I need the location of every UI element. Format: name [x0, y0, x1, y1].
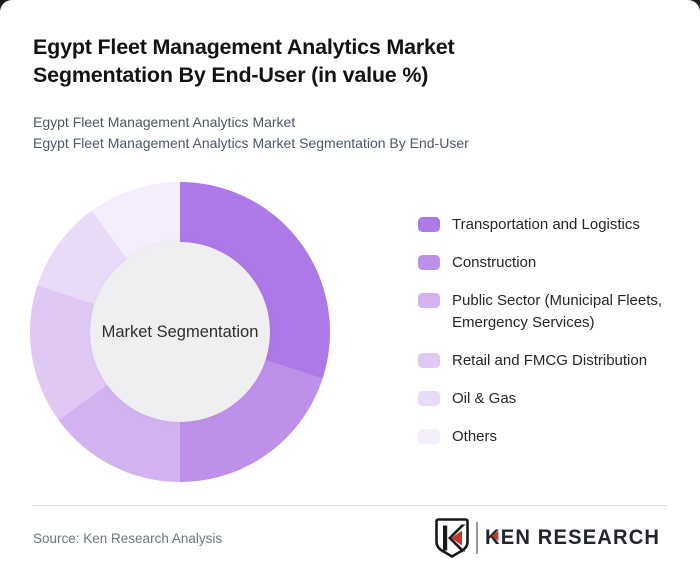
- logo-letter-k: K: [484, 526, 501, 549]
- donut-hole: Market Segmentation: [90, 242, 270, 422]
- legend-swatch-icon: [418, 293, 440, 308]
- subtitle-line-1: Egypt Fleet Management Analytics Market: [33, 114, 296, 130]
- logo-text-rest: EN RESEARCH: [500, 526, 660, 549]
- source-text: Source: Ken Research Analysis: [33, 530, 223, 546]
- donut-chart: Market Segmentation: [30, 182, 330, 482]
- legend-label: Transportation and Logistics: [452, 216, 640, 233]
- logo-divider: [475, 522, 478, 554]
- legend-swatch-icon: [418, 255, 440, 270]
- legend-label: Construction: [452, 254, 537, 271]
- legend-swatch-icon: [418, 429, 440, 444]
- donut-center-label: Market Segmentation: [101, 322, 259, 341]
- legend-label: Public Sector (Municipal Fleets, Emergen…: [452, 292, 663, 331]
- red-wedge-icon: [491, 531, 499, 541]
- legend-item: Public Sector (Municipal Fleets, Emergen…: [418, 290, 670, 334]
- legend-label: Oil & Gas: [452, 390, 517, 407]
- footer: Source: Ken Research Analysis K EN RESEAR…: [33, 505, 667, 558]
- red-wedge: [450, 530, 462, 546]
- chart-subtitle: Egypt Fleet Management Analytics Market …: [33, 112, 469, 154]
- legend-item: Others: [418, 426, 670, 448]
- page-title: Egypt Fleet Management Analytics Market …: [33, 35, 455, 87]
- legend: Transportation and Logistics Construction…: [418, 214, 670, 448]
- legend-item: Retail and FMCG Distribution: [418, 350, 670, 372]
- legend-swatch-icon: [418, 217, 440, 232]
- legend-label: Others: [452, 428, 498, 445]
- legend-label: Retail and FMCG Distribution: [452, 352, 648, 369]
- legend-item: Construction: [418, 252, 670, 274]
- ken-research-logo: K EN RESEARCH: [434, 518, 667, 558]
- legend-swatch-icon: [418, 391, 440, 406]
- legend-item: Transportation and Logistics: [418, 214, 670, 236]
- legend-item: Oil & Gas: [418, 388, 670, 410]
- shield-k-icon: [434, 518, 469, 558]
- legend-swatch-icon: [418, 353, 440, 368]
- subtitle-line-2: Egypt Fleet Management Analytics Market …: [33, 135, 469, 151]
- logo-text: K EN RESEARCH: [485, 526, 660, 550]
